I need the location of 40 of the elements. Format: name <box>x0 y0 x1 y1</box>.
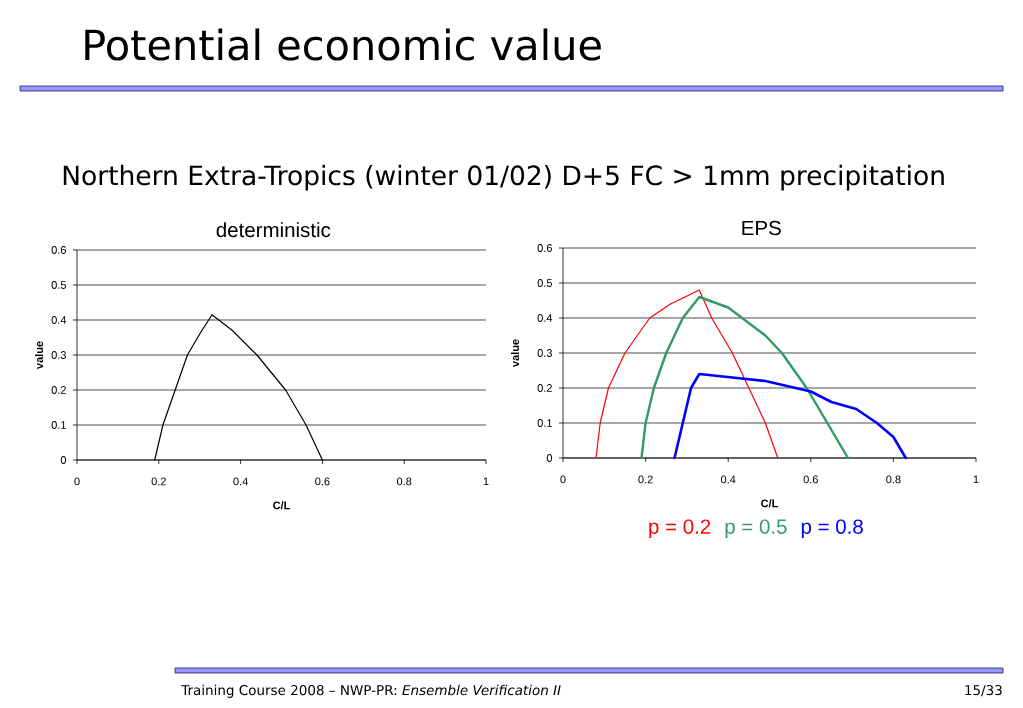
y-tick-label: 0.3 <box>537 349 552 357</box>
text: p = 0.5 <box>725 519 787 538</box>
x-tick-label: 0 <box>74 477 80 486</box>
x-tick-label: 0.6 <box>315 477 330 486</box>
y-axis-title: value <box>510 339 520 368</box>
x-axis-title: C/L <box>273 501 291 510</box>
y-tick-label: 0.1 <box>537 419 552 427</box>
x-tick-label: 1 <box>973 475 979 484</box>
y-tick-label: 0.2 <box>537 384 552 392</box>
x-tick-label: 1 <box>483 477 489 486</box>
y-tick-label: 0.1 <box>51 421 66 429</box>
y-tick-label: 0.2 <box>51 386 66 394</box>
text: p = 0.8 <box>801 519 863 538</box>
text: Potential economic value <box>85 28 601 61</box>
y-tick-label: 0.4 <box>537 314 553 322</box>
x-tick-label: 0.8 <box>396 477 412 486</box>
x-tick-label: 0.4 <box>720 475 736 484</box>
chart-title: EPS <box>742 220 781 236</box>
x-tick-label: 0.4 <box>233 477 248 486</box>
y-axis-title: value <box>34 341 44 370</box>
y-tick-label: 0.5 <box>537 279 552 287</box>
y-tick-label: 0.3 <box>51 351 66 359</box>
x-tick-label: 0.2 <box>638 475 653 484</box>
text: p = 0.2 <box>649 519 711 538</box>
x-tick-label: 0.8 <box>886 475 901 484</box>
text: Northern Extra-Tropics (winter 01/02) D+5 FC > 1mm precipitation <box>63 164 944 191</box>
chart-title: deterministic <box>216 222 331 238</box>
y-tick-label: 0.6 <box>51 246 66 254</box>
y-tick-label: 0 <box>60 456 67 464</box>
text: Training Course 2008 – NWP-PR: Ensemble Verification II <box>181 684 561 698</box>
x-tick-label: 0 <box>560 475 566 484</box>
y-tick-label: 0.6 <box>537 244 552 252</box>
y-tick-label: 0.5 <box>51 281 66 289</box>
text: 15/33 <box>965 684 1002 697</box>
x-axis-title: C/L <box>761 499 779 508</box>
line-series <box>595 289 779 459</box>
y-tick-label: 0 <box>546 454 553 462</box>
x-tick-label: 0.6 <box>803 475 818 484</box>
y-tick-label: 0.4 <box>51 316 67 324</box>
x-tick-label: 0.2 <box>151 477 166 486</box>
